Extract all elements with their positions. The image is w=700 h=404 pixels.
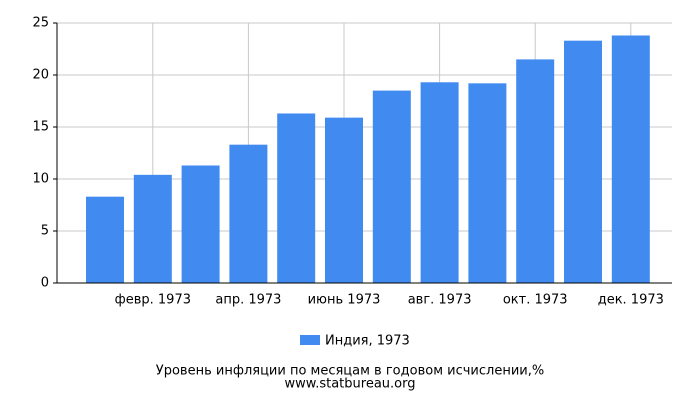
- x-tick-label: июнь 1973: [308, 293, 381, 308]
- y-tick-label: 10: [32, 172, 49, 187]
- bar: [564, 40, 602, 284]
- y-tick-label: 0: [41, 276, 49, 291]
- chart-title: Уровень инфляции по месяцам в годовом ис…: [156, 364, 544, 379]
- bar: [516, 59, 555, 284]
- bar: [277, 113, 316, 283]
- y-tick-label: 20: [32, 68, 49, 83]
- bar: [325, 117, 363, 283]
- x-tick-label: апр. 1973: [215, 293, 281, 308]
- bar: [229, 144, 268, 283]
- bar: [372, 90, 411, 283]
- x-tick-label: дек. 1973: [598, 293, 664, 308]
- chart-subtitle: www.statbureau.org: [285, 377, 416, 392]
- x-tick-label: окт. 1973: [503, 293, 568, 308]
- bar: [86, 196, 124, 283]
- bar: [133, 174, 172, 283]
- x-tick-label: авг. 1973: [408, 293, 472, 308]
- bar: [181, 165, 220, 283]
- x-tick-label: февр. 1973: [115, 293, 191, 308]
- legend-swatch: [300, 335, 320, 345]
- bar: [420, 82, 459, 283]
- y-tick-label: 5: [41, 224, 49, 239]
- bar: [468, 83, 507, 283]
- y-tick-label: 25: [32, 16, 49, 31]
- y-tick-label: 15: [32, 120, 49, 135]
- legend-label: Индия, 1973: [325, 334, 410, 349]
- bar: [611, 35, 650, 284]
